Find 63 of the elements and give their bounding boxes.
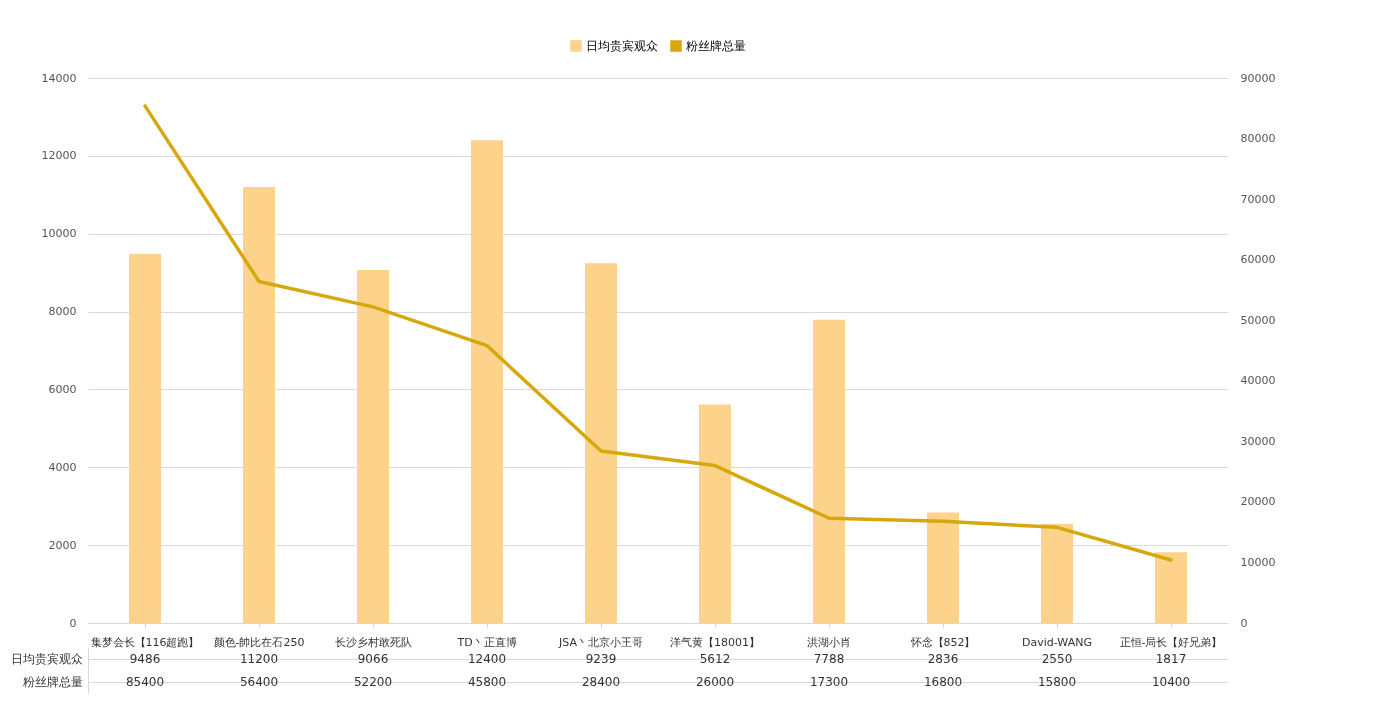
bar	[357, 270, 389, 623]
bar	[1041, 523, 1073, 623]
bar	[471, 140, 503, 623]
x-tick-label: 洋气黄【18001】	[670, 635, 760, 649]
y2-tick-label: 30000	[1240, 434, 1276, 448]
bar	[699, 404, 731, 623]
y-tick-label: 6000	[48, 382, 77, 396]
data-label: 17300	[809, 674, 849, 689]
data-label: 5612	[699, 651, 731, 666]
data-label: 10400	[1151, 674, 1191, 689]
x-tick-label: David-WANG	[1022, 635, 1092, 649]
data-label: 12400	[467, 651, 507, 666]
legend-label: 日均贵宾观众	[586, 39, 658, 53]
bar	[129, 253, 161, 623]
x-tick-label: 长沙乡村敢死队	[334, 635, 412, 649]
text: 日均贵宾观众	[10, 652, 83, 666]
data-label: 56400	[239, 674, 279, 689]
line-series	[143, 104, 1173, 562]
data-label: 28400	[581, 674, 621, 689]
x-tick-label: 颜色-帥比在石250	[213, 635, 305, 649]
x-tick-label: TD丶正直博	[456, 635, 517, 649]
data-label: 15800	[1037, 674, 1077, 689]
y2-tick-label: 60000	[1240, 253, 1276, 267]
y2-tick-label: 90000	[1240, 71, 1276, 85]
y-tick-label: 4000	[48, 460, 77, 474]
y-tick-label: 2000	[48, 538, 77, 552]
y2-tick-label: 0	[1240, 616, 1248, 630]
y2-tick-label: 50000	[1240, 313, 1276, 327]
x-tick-label: 怀念【852】	[909, 635, 976, 649]
data-label: 45800	[467, 674, 507, 689]
data-label: 9066	[357, 651, 389, 666]
data-label: 26000	[695, 674, 735, 689]
x-tick-label: JSA丶北京小王哥	[558, 635, 643, 649]
data-label: 85400	[125, 674, 165, 689]
data-label: 52200	[353, 674, 393, 689]
y-tick-label: 12000	[41, 149, 77, 163]
y2-tick-label: 10000	[1240, 555, 1276, 569]
y2-tick-label: 70000	[1240, 192, 1276, 206]
y-tick-label: 10000	[41, 227, 77, 241]
x-tick-label: 正恒-局长【好兄弟】	[1119, 635, 1223, 649]
y-tick-label: 14000	[41, 71, 77, 85]
data-label: 7788	[813, 651, 845, 666]
data-label: 9486	[129, 651, 161, 666]
legend-label: 粉丝牌总量	[686, 39, 746, 53]
bar	[927, 512, 959, 623]
y2-tick-label: 40000	[1240, 374, 1276, 388]
data-label: 11200	[239, 651, 279, 666]
x-tick-label: 洪湖小肖	[807, 635, 851, 649]
data-label: 1817	[1155, 651, 1187, 666]
data-label: 2550	[1041, 651, 1073, 666]
text: 粉丝牌总量	[22, 675, 83, 689]
y-tick-label: 8000	[48, 305, 77, 319]
x-tick-label: 集梦会长【116超跑】	[90, 635, 200, 649]
y2-tick-label: 80000	[1240, 132, 1276, 146]
bar	[243, 187, 275, 623]
bar	[585, 263, 617, 623]
data-label: 2836	[927, 651, 959, 666]
data-label: 16800	[923, 674, 963, 689]
y2-tick-label: 20000	[1240, 495, 1276, 509]
data-label: 9239	[585, 651, 617, 666]
y-tick-label: 0	[69, 616, 77, 630]
bar	[1155, 552, 1187, 623]
bar	[813, 319, 845, 623]
